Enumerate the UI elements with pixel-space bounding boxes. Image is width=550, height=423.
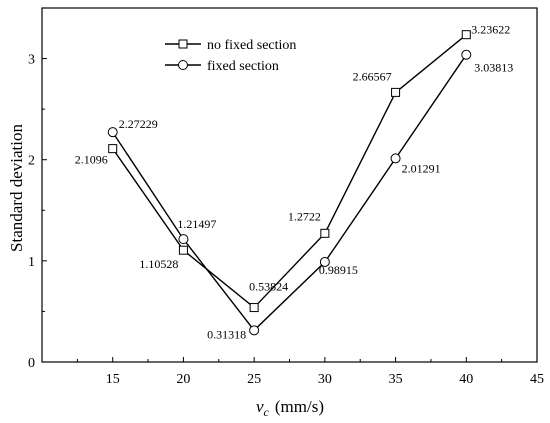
series-line-no-fixed-section bbox=[112, 34, 467, 309]
data-label: 2.66567 bbox=[353, 69, 392, 83]
data-label: 1.10528 bbox=[139, 257, 178, 271]
square-marker bbox=[320, 228, 330, 238]
x-tick-label: 30 bbox=[318, 372, 332, 387]
circle-marker bbox=[390, 153, 401, 164]
x-tick-label: 40 bbox=[459, 372, 473, 387]
data-label: 1.21497 bbox=[177, 217, 216, 231]
y-tick-label: 0 bbox=[28, 356, 35, 371]
legend-label: no fixed section bbox=[207, 38, 296, 53]
x-tick-label: 35 bbox=[389, 372, 403, 387]
legend-label: fixed section bbox=[207, 59, 279, 74]
y-tick-label: 1 bbox=[28, 255, 35, 270]
circle-marker bbox=[107, 127, 118, 138]
x-tick-label: 20 bbox=[176, 372, 190, 387]
circle-marker bbox=[249, 325, 260, 336]
x-tick-label: 15 bbox=[106, 372, 120, 387]
y-axis-title: Standard deviation bbox=[7, 124, 26, 252]
x-axis-subscript: c bbox=[264, 405, 270, 419]
series-line-fixed-section bbox=[112, 54, 467, 332]
data-label: 2.1096 bbox=[75, 153, 108, 167]
square-marker bbox=[108, 144, 118, 154]
square-marker bbox=[249, 303, 259, 313]
data-label: 1.2722 bbox=[288, 209, 321, 223]
data-label: 0.31318 bbox=[207, 327, 246, 341]
data-label: 2.01291 bbox=[402, 161, 441, 175]
x-axis-title: vc (mm/s) bbox=[256, 397, 324, 419]
data-label: 0.53824 bbox=[249, 280, 288, 294]
x-tick-label: 45 bbox=[530, 372, 544, 387]
x-axis-unit: (mm/s) bbox=[275, 397, 324, 416]
circle-marker bbox=[319, 256, 330, 267]
square-marker bbox=[461, 30, 471, 40]
x-axis-variable: v bbox=[256, 397, 264, 416]
legend-marker bbox=[178, 39, 188, 49]
data-label: 2.27229 bbox=[119, 117, 158, 131]
data-label: 3.23622 bbox=[471, 23, 510, 37]
y-tick-label: 3 bbox=[28, 53, 35, 68]
y-tick-label: 2 bbox=[28, 154, 35, 169]
circle-marker bbox=[461, 49, 472, 60]
square-marker bbox=[391, 87, 401, 97]
data-label: 0.98915 bbox=[319, 263, 358, 277]
square-marker bbox=[178, 245, 188, 255]
x-tick-label: 25 bbox=[247, 372, 261, 387]
circle-marker bbox=[178, 234, 189, 245]
data-label: 3.03813 bbox=[474, 61, 513, 75]
legend-marker bbox=[178, 60, 188, 70]
